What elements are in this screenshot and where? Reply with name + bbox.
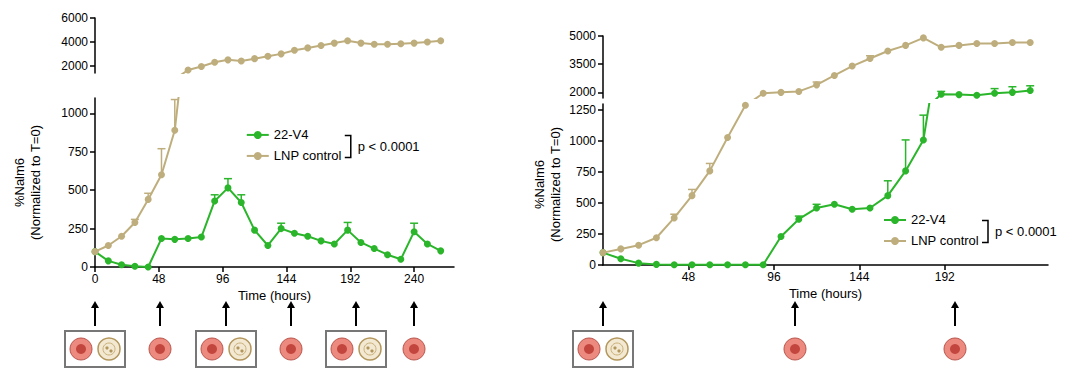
svg-text:4000: 4000 bbox=[61, 35, 88, 49]
svg-text:144: 144 bbox=[276, 272, 296, 286]
svg-text:2000: 2000 bbox=[61, 59, 88, 73]
svg-text:192: 192 bbox=[340, 272, 360, 286]
svg-text:1000: 1000 bbox=[61, 106, 88, 120]
svg-text:96: 96 bbox=[767, 270, 781, 284]
svg-text:(Normalized to T=0): (Normalized to T=0) bbox=[548, 127, 563, 242]
svg-text:48: 48 bbox=[152, 272, 166, 286]
svg-text:%Nalm6: %Nalm6 bbox=[12, 158, 27, 207]
svg-text:240: 240 bbox=[404, 272, 424, 286]
svg-text:0: 0 bbox=[81, 260, 88, 274]
svg-text:p < 0.0001: p < 0.0001 bbox=[358, 139, 420, 154]
svg-text:22-V4: 22-V4 bbox=[274, 127, 309, 142]
svg-text:%Nalm6: %Nalm6 bbox=[532, 160, 547, 209]
svg-text:3500: 3500 bbox=[569, 57, 596, 71]
svg-text:250: 250 bbox=[68, 222, 88, 236]
svg-text:LNP control: LNP control bbox=[274, 148, 342, 163]
svg-text:Time (hours): Time (hours) bbox=[238, 288, 311, 303]
svg-text:1000: 1000 bbox=[569, 134, 596, 148]
svg-text:0: 0 bbox=[589, 258, 596, 272]
svg-text:192: 192 bbox=[935, 270, 955, 284]
svg-text:2000: 2000 bbox=[569, 85, 596, 99]
svg-text:48: 48 bbox=[682, 270, 696, 284]
svg-text:22-V4: 22-V4 bbox=[911, 212, 946, 227]
svg-text:250: 250 bbox=[576, 227, 596, 241]
svg-text:144: 144 bbox=[849, 270, 869, 284]
svg-text:(Normalized to T=0): (Normalized to T=0) bbox=[28, 125, 43, 240]
svg-text:5000: 5000 bbox=[569, 29, 596, 43]
svg-text:750: 750 bbox=[576, 165, 596, 179]
svg-text:500: 500 bbox=[576, 196, 596, 210]
svg-text:0: 0 bbox=[92, 272, 99, 286]
svg-text:6000: 6000 bbox=[61, 11, 88, 25]
svg-text:96: 96 bbox=[216, 272, 230, 286]
svg-text:1250: 1250 bbox=[569, 103, 596, 117]
svg-text:750: 750 bbox=[68, 145, 88, 159]
svg-text:Time (hours): Time (hours) bbox=[789, 286, 862, 301]
svg-text:p < 0.0001: p < 0.0001 bbox=[995, 224, 1057, 239]
svg-text:LNP control: LNP control bbox=[911, 233, 979, 248]
svg-text:500: 500 bbox=[68, 183, 88, 197]
